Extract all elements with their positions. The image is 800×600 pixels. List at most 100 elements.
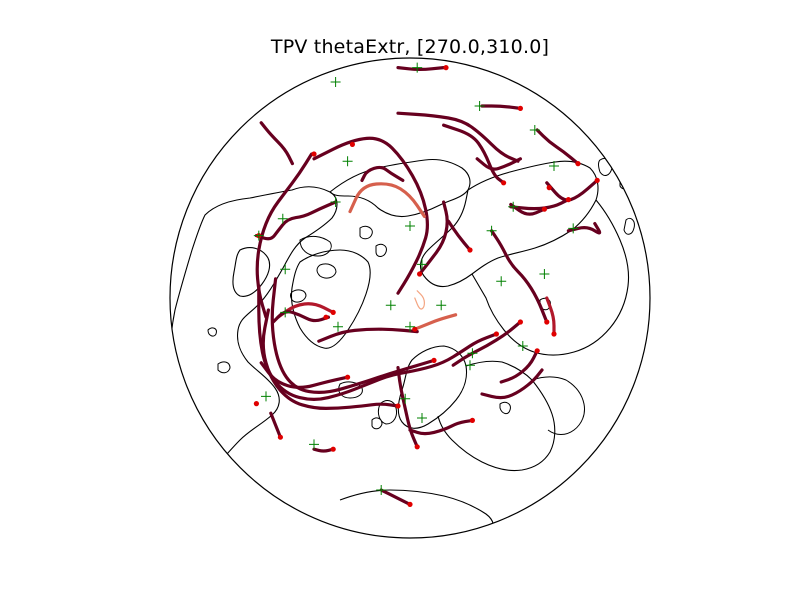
tpv-track-34 (269, 411, 282, 439)
start-marker-19 (333, 321, 343, 332)
map-boundary (169, 57, 651, 539)
coastline-lakes (207, 297, 551, 415)
end-marker-12 (467, 247, 473, 253)
end-marker-17 (323, 314, 329, 320)
start-marker-2 (412, 62, 423, 73)
start-marker-9 (568, 223, 579, 234)
coastline-europe (437, 360, 556, 472)
end-marker-2 (443, 65, 449, 71)
tpv-track-37 (414, 290, 425, 310)
end-marker-1 (311, 151, 317, 157)
end-marker-13 (417, 271, 423, 277)
tpv-track-14 (254, 200, 338, 241)
tpv-track-1 (259, 121, 294, 166)
tpv-track-2 (396, 66, 446, 71)
coastline-japan-kamchatka (598, 157, 635, 235)
tpv-track-4 (480, 104, 522, 110)
tpv-track-7 (475, 157, 522, 171)
tpv-track-10 (509, 202, 546, 216)
tpv-track-21 (413, 313, 458, 331)
coastline-east-asia (471, 199, 630, 356)
end-marker-16 (412, 326, 418, 332)
end-marker-11 (541, 206, 548, 212)
start-marker-3 (474, 101, 485, 111)
end-marker-28 (345, 374, 351, 380)
end-marker-9 (565, 197, 572, 203)
coastlines-layer (170, 157, 635, 535)
start-marker-10 (549, 161, 559, 171)
start-marker-5 (342, 156, 353, 167)
start-marker-16 (539, 269, 550, 279)
tpv-track-26 (270, 277, 436, 394)
end-marker-14 (544, 319, 550, 325)
start-marker-29 (405, 321, 415, 332)
coastline-siberia (419, 160, 599, 288)
end-marker-27 (407, 501, 413, 507)
start-marker-17 (385, 300, 396, 311)
tpv-track-16 (348, 182, 426, 218)
start-marker-15 (496, 276, 507, 287)
start-marker-22 (467, 348, 478, 359)
start-marker-25 (417, 413, 427, 423)
end-marker-23 (534, 348, 540, 354)
track-layer (254, 66, 602, 506)
coastline-north-pacific-alaska (329, 158, 471, 218)
start-marker-27 (309, 439, 319, 450)
tpv-track-17 (418, 200, 449, 276)
tpv-track-28 (271, 310, 330, 324)
start-marker-8 (508, 201, 519, 212)
start-marker-30 (280, 264, 291, 275)
start-marker-23 (400, 393, 411, 404)
end-marker-7 (501, 180, 507, 186)
tpv-track-11 (566, 222, 602, 235)
end-marker-24 (431, 357, 437, 363)
start-marker-14 (417, 259, 427, 270)
end-marker-26 (330, 446, 336, 452)
start-marker-18 (280, 307, 291, 318)
coastline-central-asia (531, 376, 585, 435)
tpv-track-35 (312, 447, 335, 453)
tpv-track-25 (261, 308, 400, 410)
tpv-track-30 (408, 418, 474, 436)
end-marker-10 (546, 185, 552, 191)
tpv-track-31 (451, 320, 522, 367)
end-marker-3 (517, 105, 524, 111)
start-marker-26 (261, 391, 271, 402)
tpv-track-5 (535, 128, 580, 166)
coastline-africa-north (339, 489, 495, 535)
tpv-track-20 (545, 296, 556, 336)
tpv-track-33 (480, 368, 544, 400)
end-marker-21 (469, 417, 475, 423)
start-marker-13 (405, 221, 415, 231)
tpv-track-36 (379, 488, 412, 506)
start-marker-21 (517, 341, 528, 351)
tpv-track-19 (490, 229, 549, 324)
coastline-north-america (170, 186, 338, 479)
tpv-track-8 (545, 178, 599, 202)
end-marker-19 (493, 331, 499, 337)
end-marker-18 (330, 309, 336, 315)
coastline-arctic-islands (290, 225, 387, 303)
tpv-track-12 (255, 152, 314, 319)
tpv-track-32 (499, 349, 539, 384)
end-marker-20 (395, 403, 401, 409)
start-marker-layer (253, 62, 579, 495)
end-marker-22 (517, 319, 524, 325)
end-marker-15 (551, 331, 557, 337)
end-marker-5 (349, 141, 355, 147)
end-marker-8 (594, 177, 600, 183)
start-marker-7 (486, 225, 497, 236)
start-marker-6 (330, 197, 341, 207)
end-marker-29 (414, 444, 420, 450)
tpv-track-27 (259, 361, 350, 389)
tpv-track-22 (317, 327, 419, 343)
coastline-hudson-bay (232, 247, 271, 297)
tpv-track-24 (257, 284, 498, 401)
end-marker-4 (575, 161, 581, 167)
tpv-track-3 (396, 111, 520, 163)
end-marker-25 (277, 434, 283, 440)
start-marker-12 (277, 213, 288, 224)
coastline-british-isles (371, 400, 397, 430)
